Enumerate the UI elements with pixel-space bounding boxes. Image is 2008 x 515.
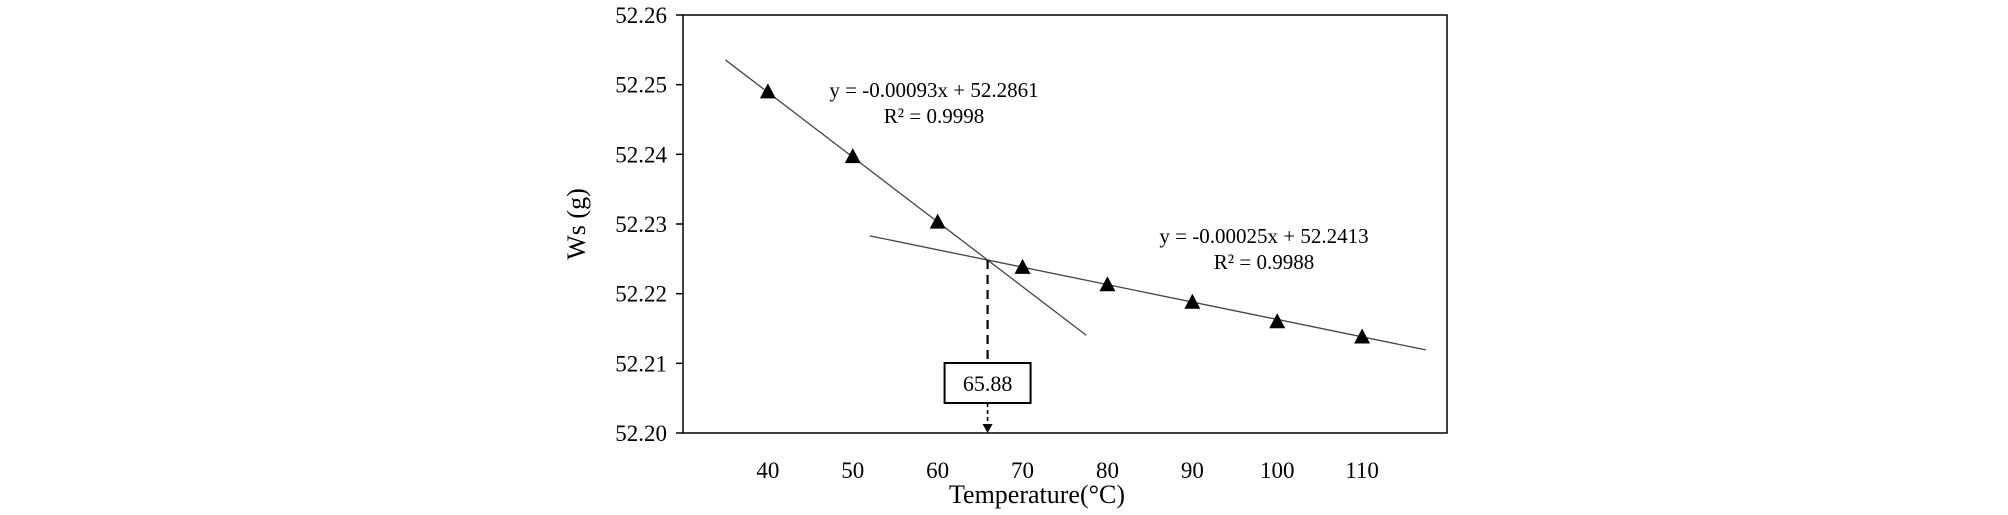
y-tick-label: 52.22: [615, 282, 667, 307]
x-tick-label: 110: [1345, 458, 1379, 483]
data-point-marker: [1099, 276, 1116, 292]
y-tick-label: 52.23: [615, 212, 667, 237]
data-point-marker: [1269, 313, 1286, 329]
y-axis-title: Ws (g): [562, 188, 591, 259]
trendline-1-equation: y = -0.00093x + 52.2861: [829, 78, 1038, 102]
y-tick-label: 52.26: [615, 3, 667, 28]
x-tick-label: 100: [1260, 458, 1295, 483]
data-point-marker: [759, 83, 776, 99]
trendline-1-r-squared: R² = 0.9998: [884, 104, 984, 128]
intersection-value-box: [943, 362, 1032, 404]
trendlines: [725, 59, 1426, 351]
trendline-1: [725, 59, 1087, 336]
data-markers: [759, 83, 1371, 344]
data-point-marker: [1184, 293, 1201, 309]
intersection-value-label: 65.88: [963, 371, 1013, 396]
y-tick-label: 52.25: [615, 73, 667, 98]
x-tick-label: 70: [1011, 458, 1034, 483]
x-axis-ticks: 40 50 60 70 80 90 100 110: [756, 458, 1379, 483]
x-tick-label: 60: [926, 458, 949, 483]
y-axis-ticks: 52.20 52.21 52.22 52.23 52.24 52.25 52.26: [615, 3, 683, 446]
intersection-marker: 65.88: [943, 260, 1032, 433]
x-tick-label: 90: [1181, 458, 1204, 483]
data-point-marker: [1014, 258, 1031, 274]
x-tick-label: 50: [841, 458, 864, 483]
y-tick-label: 52.24: [615, 142, 667, 167]
trendline-2-r-squared: R² = 0.9988: [1214, 250, 1314, 274]
trendline-2-equation: y = -0.00025x + 52.2413: [1159, 224, 1368, 248]
x-axis-title: Temperature(°C): [949, 480, 1125, 509]
x-tick-label: 80: [1096, 458, 1119, 483]
y-tick-label: 52.20: [615, 421, 667, 446]
intersection-arrow-head: [982, 424, 993, 433]
data-point-marker: [929, 213, 946, 229]
data-point-marker: [1354, 328, 1371, 344]
x-tick-label: 40: [756, 458, 779, 483]
data-point-marker: [844, 148, 861, 164]
trendline-2: [869, 235, 1426, 351]
y-tick-label: 52.21: [615, 351, 667, 376]
